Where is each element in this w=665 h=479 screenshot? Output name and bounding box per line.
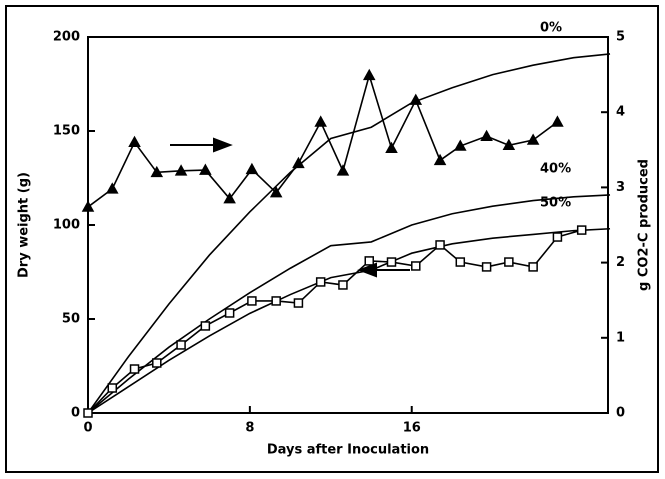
y-tick-label: 0 bbox=[71, 406, 80, 421]
triangle-marker bbox=[526, 133, 540, 145]
y2-tick-label: 5 bbox=[616, 30, 625, 45]
triangle-marker bbox=[106, 182, 119, 194]
series-line bbox=[87, 72, 558, 208]
square-marker bbox=[481, 262, 492, 272]
x-tick-label: 16 bbox=[403, 421, 421, 436]
triangle-marker bbox=[551, 115, 564, 127]
y-tick-label: 100 bbox=[53, 218, 80, 233]
square-marker bbox=[386, 257, 397, 267]
square-marker bbox=[271, 296, 281, 306]
series-line bbox=[87, 227, 611, 414]
triangle-marker bbox=[385, 141, 398, 154]
square-marker bbox=[129, 364, 140, 374]
triangle-marker bbox=[269, 186, 283, 198]
y-axis-label: Dry weight (g) bbox=[17, 172, 32, 278]
square-marker bbox=[338, 280, 348, 290]
triangle-marker bbox=[336, 164, 350, 176]
x-tick-label: 0 bbox=[83, 421, 92, 436]
triangle-marker bbox=[81, 200, 95, 212]
triangle-marker bbox=[174, 164, 188, 176]
y-tick-label: 200 bbox=[53, 30, 80, 45]
triangle-marker bbox=[245, 162, 259, 175]
y2-tick-label: 2 bbox=[616, 255, 625, 270]
x-axis-label: Days after Inoculation bbox=[267, 443, 429, 458]
square-marker bbox=[364, 256, 374, 266]
y2-tick-label: 1 bbox=[616, 330, 625, 345]
square-marker bbox=[293, 298, 304, 308]
square-marker bbox=[83, 408, 93, 418]
square-marker bbox=[107, 383, 118, 393]
triangle-marker bbox=[314, 115, 327, 127]
square-marker bbox=[200, 321, 211, 331]
triangle-marker bbox=[433, 153, 447, 166]
square-marker bbox=[528, 262, 538, 272]
triangle-marker bbox=[409, 93, 423, 105]
series-label: 40% bbox=[540, 161, 571, 176]
triangle-marker bbox=[454, 139, 467, 151]
triangle-marker bbox=[223, 192, 236, 204]
square-marker bbox=[504, 257, 514, 267]
y2-axis-label: g CO2-C produced bbox=[637, 159, 652, 291]
square-marker bbox=[455, 257, 466, 267]
triangle-marker bbox=[128, 135, 141, 148]
series-line bbox=[87, 53, 611, 414]
y-tick-label: 50 bbox=[62, 312, 80, 327]
triangle-marker bbox=[150, 165, 164, 178]
series-label: 50% bbox=[540, 195, 571, 210]
figure-frame bbox=[5, 5, 659, 473]
triangle-marker bbox=[292, 156, 305, 169]
y2-tick-label: 0 bbox=[616, 406, 625, 421]
triangle-marker bbox=[502, 138, 516, 151]
series-line bbox=[87, 229, 582, 414]
y2-tick-label: 3 bbox=[616, 180, 625, 195]
triangle-marker bbox=[362, 68, 376, 81]
square-marker bbox=[152, 358, 162, 368]
square-marker bbox=[552, 232, 563, 242]
triangle-marker bbox=[199, 163, 212, 175]
square-marker bbox=[411, 261, 421, 271]
arrow-right bbox=[170, 137, 233, 153]
series-label: 0% bbox=[540, 20, 562, 35]
square-marker bbox=[176, 340, 186, 350]
series-line bbox=[87, 194, 611, 414]
square-marker bbox=[576, 225, 587, 235]
triangle-marker bbox=[480, 129, 493, 142]
y2-tick-label: 4 bbox=[616, 105, 625, 120]
square-marker bbox=[247, 296, 257, 306]
square-marker bbox=[315, 277, 326, 287]
y-tick-label: 150 bbox=[53, 124, 80, 139]
x-tick-label: 8 bbox=[245, 421, 254, 436]
square-marker bbox=[224, 308, 235, 318]
square-marker bbox=[435, 240, 445, 250]
arrow-left bbox=[357, 262, 410, 278]
